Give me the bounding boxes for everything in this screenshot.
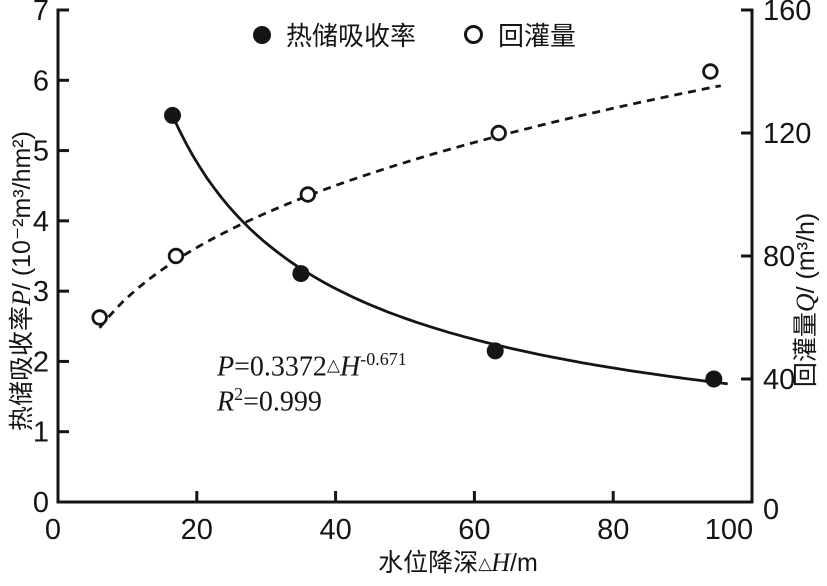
- filled-circle-icon: [253, 25, 271, 44]
- absorption-data-point: [164, 106, 182, 124]
- absorption-data-point: [486, 342, 504, 360]
- y-left-tick-label: 0: [33, 487, 49, 519]
- y-left-title-unit: / (10⁻²m³/hm²): [8, 131, 36, 291]
- axis-frame: [56, 8, 754, 504]
- recharge-data-point: [702, 63, 719, 80]
- recharge-data-point: [299, 186, 317, 203]
- y-left-title-variable: P: [7, 290, 36, 306]
- x-tick-label: 0: [45, 514, 61, 546]
- recharge-data-point: [91, 309, 108, 326]
- x-tick-label: 60: [458, 514, 490, 546]
- y-right-tick-label: 0: [763, 494, 779, 526]
- fit-equation-annotation: P=0.3372△H-0.671 R2=0.999: [217, 349, 407, 420]
- y-right-title-unit: / (m³/h): [792, 212, 820, 294]
- legend-label-absorption: 热储吸收率: [286, 21, 417, 51]
- legend-label-recharge: 回灌量: [498, 21, 577, 51]
- equation-exponent: -0.671: [360, 349, 407, 369]
- r-squared-value: =0.999: [243, 386, 322, 418]
- equation-coefficient: =0.3372: [234, 351, 327, 383]
- open-circle-icon: [464, 25, 483, 44]
- r-exponent: 2: [234, 384, 244, 405]
- delta-symbol: △: [478, 554, 492, 573]
- y-left-tick-label: 1: [33, 417, 49, 449]
- legend-item-absorption: 热储吸收率: [253, 16, 416, 53]
- absorption-fit-curve: [171, 114, 728, 386]
- y-right-tick-label: 40: [763, 364, 795, 396]
- y-left-tick-label: 3: [33, 276, 49, 308]
- recharge-data-point: [167, 247, 185, 265]
- recharge-fit-curve: [98, 84, 722, 329]
- x-axis-title: 水位降深△H/m: [378, 543, 538, 579]
- x-tick-label: 100: [705, 514, 753, 546]
- y-left-axis-title: 热储吸收率P/ (10⁻²m³/hm²): [2, 131, 38, 431]
- equation-variable-h: H: [339, 351, 361, 383]
- r-squared-line: R2=0.999: [217, 384, 407, 419]
- y-right-tick-label: 80: [763, 241, 795, 273]
- legend-item-recharge: 回灌量: [464, 16, 576, 53]
- delta-symbol: △: [326, 355, 340, 375]
- y-left-title-text: 热储吸收率: [8, 305, 36, 431]
- y-left-tick-label: 5: [33, 136, 49, 168]
- x-tick-label: 40: [319, 514, 351, 546]
- fit-equation-line: P=0.3372△H-0.671: [217, 349, 407, 384]
- x-title-text: 水位降深: [378, 549, 479, 577]
- y-right-title-text: 回灌量: [792, 312, 820, 388]
- x-title-unit: /m: [510, 549, 538, 577]
- absorption-data-point: [705, 370, 723, 388]
- recharge-data-point: [490, 124, 507, 142]
- y-left-tick-label: 2: [33, 346, 49, 378]
- absorption-data-point: [292, 265, 310, 283]
- y-right-axis-title: 回灌量Q/ (m³/h): [786, 213, 822, 387]
- equation-variable-p: P: [217, 351, 235, 383]
- y-left-tick-label: 4: [33, 206, 49, 238]
- y-right-title-variable: Q: [791, 293, 820, 313]
- x-title-variable: H: [491, 548, 511, 577]
- r-variable: R: [217, 386, 235, 418]
- y-left-tick-label: 7: [33, 0, 49, 27]
- y-right-tick-label: 120: [763, 118, 811, 150]
- x-tick-label: 80: [597, 514, 629, 546]
- x-tick-label: 20: [181, 514, 213, 546]
- y-left-tick-label: 6: [33, 65, 49, 97]
- y-right-tick-label: 160: [763, 0, 811, 27]
